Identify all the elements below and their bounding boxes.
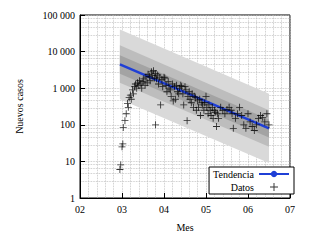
svg-text:03: 03 bbox=[117, 204, 127, 215]
svg-text:Mes: Mes bbox=[176, 222, 193, 233]
svg-text:Nuevos casos: Nuevos casos bbox=[14, 79, 25, 134]
svg-text:Tendencia: Tendencia bbox=[213, 169, 255, 180]
svg-text:1: 1 bbox=[70, 193, 75, 204]
svg-text:Datos: Datos bbox=[231, 182, 254, 193]
svg-text:1 000: 1 000 bbox=[53, 83, 76, 94]
svg-text:100: 100 bbox=[60, 119, 75, 130]
svg-text:02: 02 bbox=[75, 204, 85, 215]
svg-text:06: 06 bbox=[243, 204, 253, 215]
svg-text:100 000: 100 000 bbox=[43, 10, 76, 21]
svg-text:05: 05 bbox=[201, 204, 211, 215]
svg-text:10: 10 bbox=[65, 156, 75, 167]
svg-text:10 000: 10 000 bbox=[48, 46, 76, 57]
svg-text:07: 07 bbox=[285, 204, 295, 215]
svg-text:04: 04 bbox=[159, 204, 169, 215]
